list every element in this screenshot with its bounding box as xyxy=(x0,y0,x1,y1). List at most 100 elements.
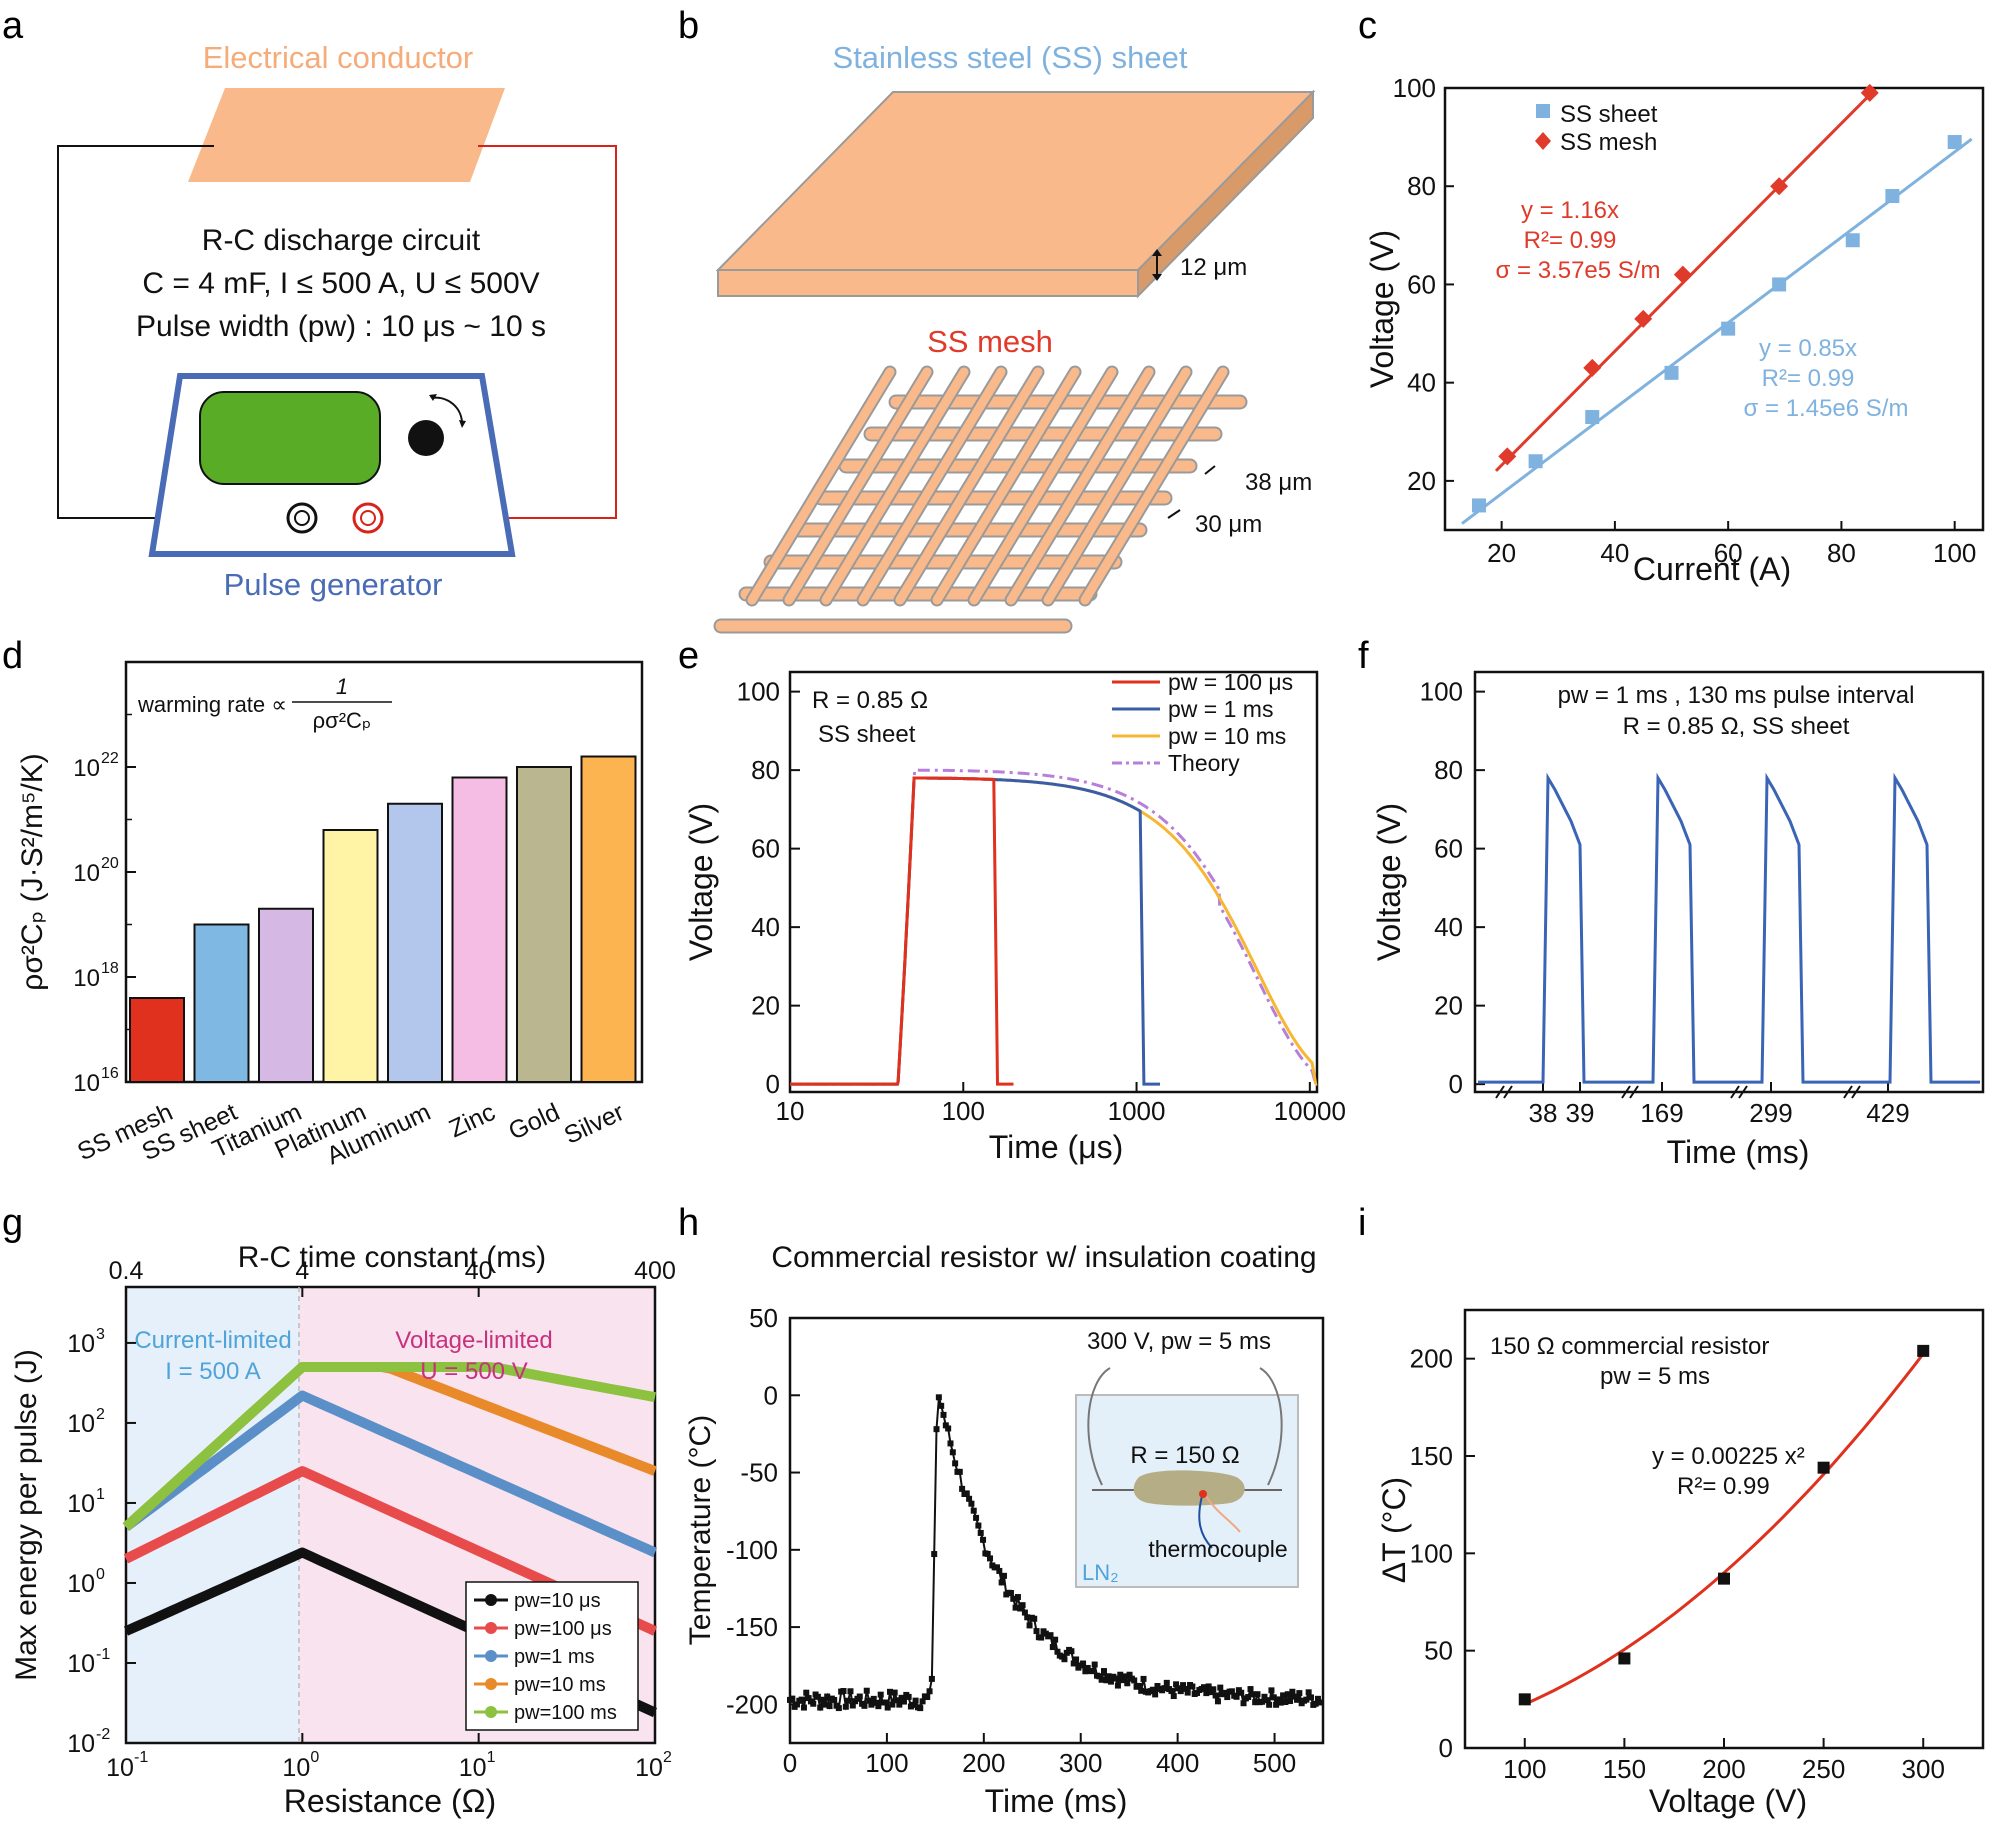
region-1-label: Current-limited xyxy=(134,1327,291,1354)
h-point xyxy=(1100,1668,1107,1675)
g-ytick-label: 10 xyxy=(67,1330,95,1358)
h-point xyxy=(1140,1675,1147,1682)
fit-i-r2: R²= 0.99 xyxy=(1677,1473,1770,1500)
d-ytick-exp: 22 xyxy=(101,750,119,767)
i-ytick-label: 50 xyxy=(1424,1636,1453,1666)
panel-c: 20 20 40 40 60 60 80 80 100 100 Current (A) Volta… xyxy=(1364,73,1985,587)
e-ytick-label: 20 xyxy=(751,991,780,1021)
g-legend-label: pw=10 ms xyxy=(514,1674,606,1696)
f-axis-break xyxy=(1851,1085,1861,1099)
h-point xyxy=(1270,1694,1277,1701)
c-fit-sheet xyxy=(1461,137,1973,525)
h-point xyxy=(884,1704,891,1711)
h-point xyxy=(1014,1594,1021,1601)
c-point-mesh xyxy=(1583,358,1602,377)
h-point xyxy=(1091,1661,1098,1668)
d-ytick-exp: 16 xyxy=(101,1065,119,1082)
panel-f: 0 20 40 60 80 100 38 39 169 299 429 Time (ms) Volt… xyxy=(1371,670,1985,1170)
g-legend-label: pw=10 μs xyxy=(514,1590,601,1612)
i-point xyxy=(1917,1344,1930,1357)
panel-label-c: c xyxy=(1358,5,1377,47)
h-point xyxy=(887,1688,894,1695)
h-point xyxy=(1017,1605,1024,1612)
h-point xyxy=(856,1693,863,1700)
g-ytick-label: 10 xyxy=(67,1490,95,1518)
i-ytick-label: 0 xyxy=(1439,1733,1453,1763)
panel-label-g: g xyxy=(2,1202,23,1244)
mesh-dim-1: 38 μm xyxy=(1245,469,1312,496)
c-xtick-label: 20 xyxy=(1487,538,1516,568)
h-xtick-label: 500 xyxy=(1253,1748,1296,1778)
h-point xyxy=(1177,1688,1184,1695)
h-point xyxy=(889,1701,896,1708)
g-legend-label: pw=100 ms xyxy=(514,1702,617,1724)
chart-h-xlabel: Time (ms) xyxy=(985,1783,1128,1819)
h-point xyxy=(1163,1679,1170,1686)
g-top-tick-label: 4 xyxy=(295,1257,309,1285)
h-point xyxy=(910,1701,917,1708)
h-point xyxy=(1224,1694,1231,1701)
c-point-sheet xyxy=(1885,189,1900,204)
h-point xyxy=(938,1402,945,1409)
h-point xyxy=(1107,1678,1114,1685)
sheet-top xyxy=(715,91,1316,271)
h-point xyxy=(1173,1681,1180,1688)
h-point xyxy=(866,1697,873,1704)
chart-h-frame xyxy=(788,1316,1325,1745)
region-2-label: Voltage-limited xyxy=(395,1327,552,1354)
e-legend-label: pw = 10 ms xyxy=(1168,723,1286,749)
d-ytick-label: 10 xyxy=(73,965,100,992)
c-point-sheet xyxy=(1772,277,1787,292)
i-xtick-label: 300 xyxy=(1902,1754,1945,1784)
c-xtick-label: 60 xyxy=(1714,538,1743,568)
h-point xyxy=(1096,1673,1103,1680)
c-point-mesh xyxy=(1860,83,1879,102)
d-bar xyxy=(451,776,508,1083)
h-point xyxy=(1038,1634,1045,1641)
h-point xyxy=(1073,1656,1080,1663)
fit-c-mesh-r2: R²= 0.99 xyxy=(1524,227,1617,254)
legend-c-sheet-marker xyxy=(1536,104,1550,118)
h-point xyxy=(826,1703,833,1710)
h-point xyxy=(1021,1609,1028,1616)
h-point xyxy=(819,1696,826,1703)
h-point xyxy=(966,1495,973,1502)
d-bar xyxy=(129,997,185,1083)
h-ytick-label: 0 xyxy=(764,1380,778,1410)
h-point xyxy=(1082,1668,1089,1675)
mesh-warp xyxy=(821,367,969,605)
h-point xyxy=(963,1490,970,1497)
h-point xyxy=(1019,1602,1026,1609)
chart-c-frame xyxy=(1443,86,1985,532)
g-xtick-label: 10 xyxy=(635,1754,663,1782)
h-point xyxy=(882,1699,889,1706)
i-fit-line xyxy=(1524,1352,1925,1706)
h-point xyxy=(970,1507,977,1514)
h-point xyxy=(926,1688,933,1695)
h-point xyxy=(933,1426,940,1433)
chart-f-ylabel: Voltage (V) xyxy=(1371,803,1407,961)
f-ytick-label: 100 xyxy=(1420,677,1463,707)
c-ytick-label: 40 xyxy=(1407,368,1436,398)
h-point xyxy=(998,1579,1005,1586)
h-point xyxy=(928,1675,935,1682)
i-xtick-label: 250 xyxy=(1802,1754,1845,1784)
f-ytick-label: 40 xyxy=(1434,912,1463,942)
h-point xyxy=(1294,1696,1301,1703)
h-point xyxy=(835,1705,842,1712)
h-point xyxy=(924,1694,931,1701)
sheet-front xyxy=(717,269,1139,297)
f-ytick-label: 60 xyxy=(1434,834,1463,864)
f-axis-break xyxy=(1730,1085,1740,1099)
h-point xyxy=(975,1522,982,1529)
h-point xyxy=(1305,1689,1312,1696)
g-legend-marker xyxy=(485,1706,497,1718)
d-bar xyxy=(516,766,572,1083)
h-point xyxy=(873,1699,880,1706)
f-axis-break xyxy=(1843,1085,1853,1099)
panel-label-h: h xyxy=(678,1202,699,1244)
h-point xyxy=(842,1703,849,1710)
g-ytick-exp: 0 xyxy=(96,1566,105,1583)
c-ytick-label: 60 xyxy=(1407,269,1436,299)
